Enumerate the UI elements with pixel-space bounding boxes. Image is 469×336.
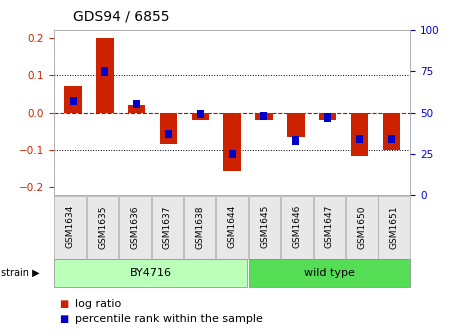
- Text: strain ▶: strain ▶: [1, 268, 39, 278]
- Bar: [356, 135, 363, 143]
- Bar: [383, 113, 400, 150]
- Bar: [101, 67, 108, 76]
- Bar: [319, 113, 336, 120]
- Bar: [260, 112, 267, 120]
- Bar: [229, 150, 235, 158]
- Text: log ratio: log ratio: [75, 299, 121, 309]
- Bar: [160, 113, 177, 144]
- Text: GSM1637: GSM1637: [163, 205, 172, 249]
- Text: wild type: wild type: [304, 268, 355, 278]
- Bar: [351, 113, 368, 156]
- Bar: [191, 113, 209, 120]
- Text: GSM1646: GSM1646: [293, 205, 302, 249]
- Bar: [96, 38, 113, 113]
- Bar: [287, 113, 304, 137]
- Text: GSM1650: GSM1650: [357, 205, 366, 249]
- Bar: [255, 113, 273, 120]
- Text: GSM1635: GSM1635: [98, 205, 107, 249]
- Text: GSM1651: GSM1651: [390, 205, 399, 249]
- Text: ■: ■: [59, 299, 68, 309]
- Text: GSM1638: GSM1638: [195, 205, 204, 249]
- Text: GDS94 / 6855: GDS94 / 6855: [73, 9, 169, 24]
- Bar: [128, 105, 145, 113]
- Text: ■: ■: [59, 314, 68, 324]
- Bar: [133, 100, 140, 109]
- Bar: [197, 110, 204, 118]
- Text: GSM1644: GSM1644: [227, 205, 237, 248]
- Bar: [223, 113, 241, 171]
- Text: percentile rank within the sample: percentile rank within the sample: [75, 314, 263, 324]
- Text: GSM1634: GSM1634: [66, 205, 75, 249]
- Bar: [388, 135, 395, 143]
- Bar: [324, 113, 331, 122]
- Text: GSM1636: GSM1636: [130, 205, 139, 249]
- Bar: [69, 97, 76, 105]
- Text: BY4716: BY4716: [130, 268, 172, 278]
- Text: GSM1645: GSM1645: [260, 205, 269, 249]
- Text: GSM1647: GSM1647: [325, 205, 334, 249]
- Bar: [165, 130, 172, 138]
- Bar: [292, 136, 299, 145]
- Bar: [64, 86, 82, 113]
